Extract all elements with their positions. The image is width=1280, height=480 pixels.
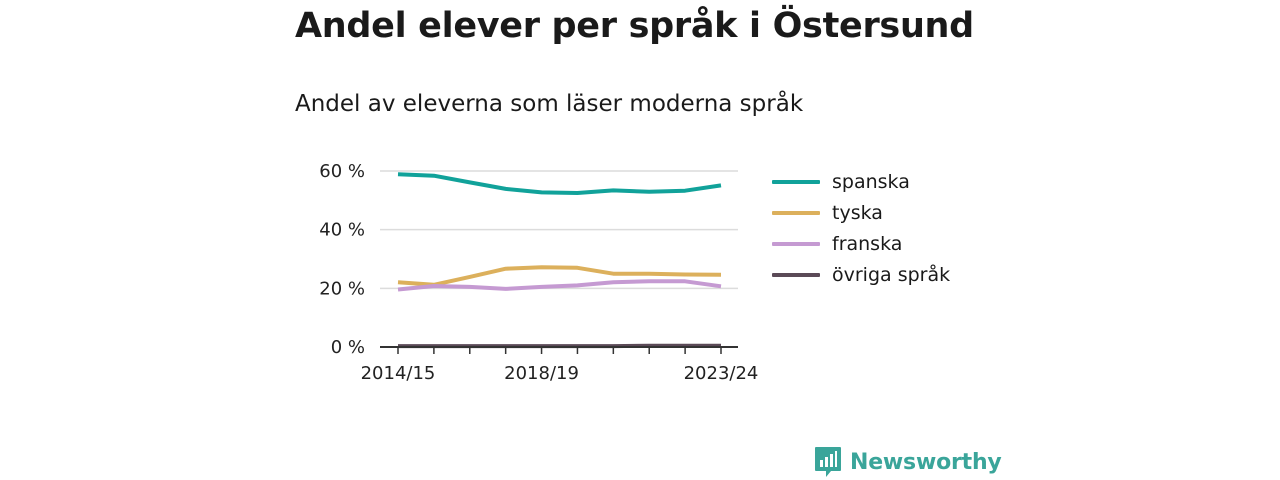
y-tick-label: 60 % — [319, 161, 365, 182]
chart-subtitle: Andel av eleverna som läser moderna språ… — [295, 91, 804, 117]
legend-label: franska — [832, 232, 903, 255]
series-lines — [397, 172, 722, 349]
series-line — [397, 265, 722, 287]
brand-logo: Newsworthy — [814, 446, 1002, 478]
x-axis: 2014/15 2018/19 2023/24 — [361, 346, 759, 384]
x-tick-label: 2014/15 — [361, 363, 436, 384]
legend-swatch — [772, 179, 820, 184]
legend-item: tyska — [772, 197, 950, 228]
legend-label: tyska — [832, 201, 883, 224]
legend-swatch — [772, 272, 820, 277]
brand-name: Newsworthy — [850, 449, 1002, 475]
gridlines — [380, 170, 738, 290]
legend-item: övriga språk — [772, 259, 950, 290]
y-tick-label: 20 % — [319, 278, 365, 299]
x-tick-label: 2023/24 — [684, 363, 759, 384]
series-line — [397, 279, 722, 292]
newsworthy-logo-icon — [815, 447, 841, 477]
x-tick-label: 2018/19 — [504, 363, 579, 384]
series-line — [397, 172, 722, 195]
y-tick-label: 0 % — [331, 337, 365, 358]
legend-label: övriga språk — [832, 263, 951, 286]
legend: spanska tyska franska övriga språk — [772, 166, 950, 290]
legend-swatch — [772, 241, 820, 246]
y-tick-label: 40 % — [319, 220, 365, 241]
legend-item: spanska — [772, 166, 950, 197]
legend-label: spanska — [832, 170, 910, 193]
legend-item: franska — [772, 228, 950, 259]
legend-swatch — [772, 210, 820, 215]
y-axis: 0 % 20 % 40 % 60 % — [319, 161, 365, 358]
chart-title: Andel elever per språk i Östersund — [295, 6, 974, 46]
